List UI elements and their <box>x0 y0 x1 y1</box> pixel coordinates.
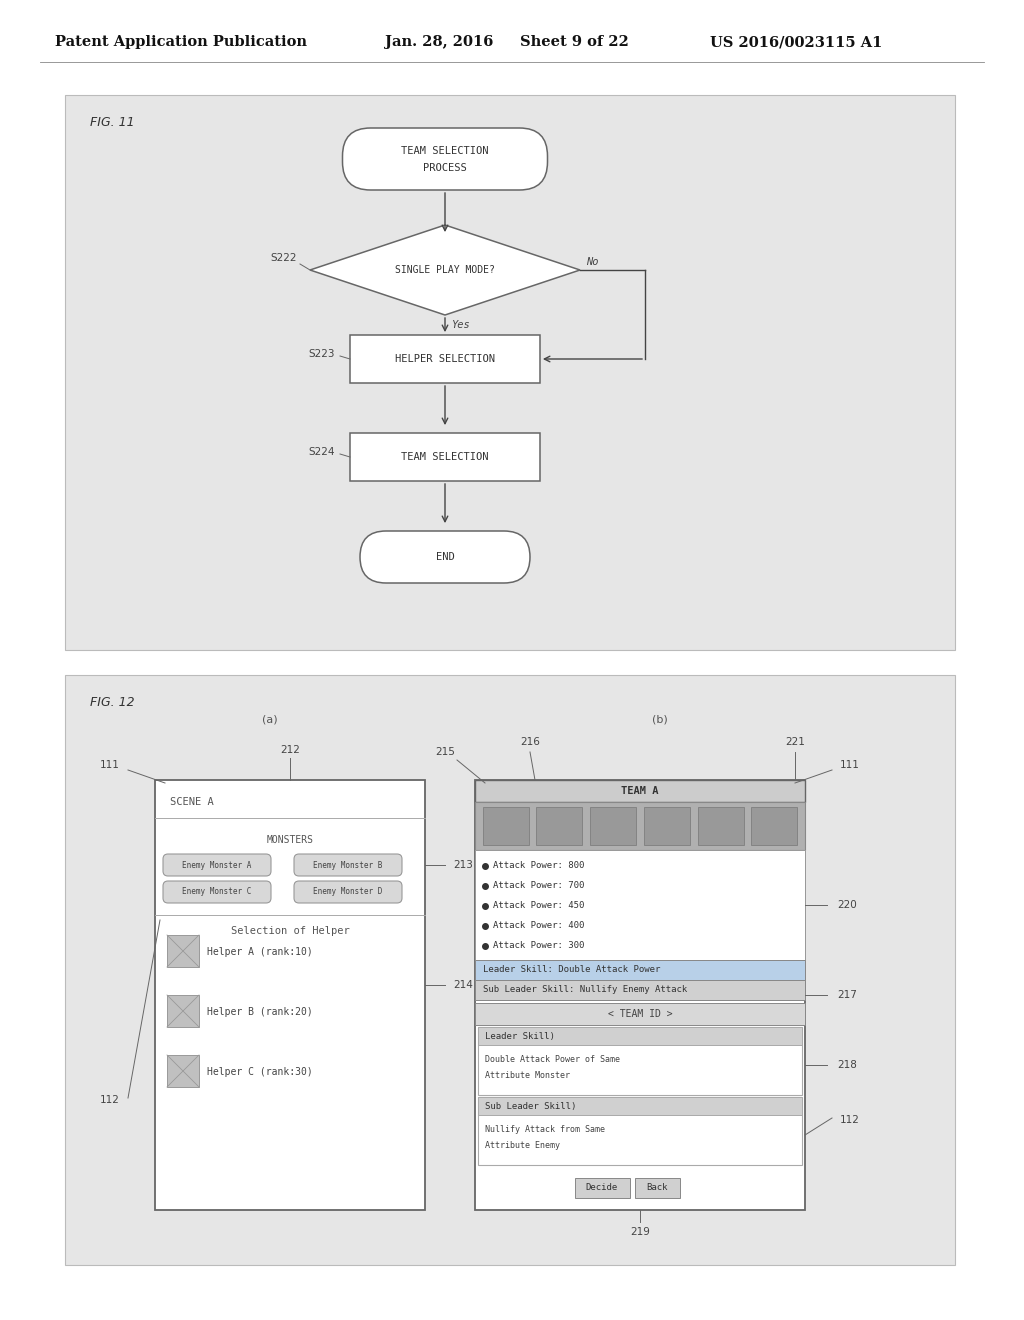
FancyBboxPatch shape <box>475 850 805 960</box>
Text: Leader Skill): Leader Skill) <box>485 1031 555 1040</box>
Text: Patent Application Publication: Patent Application Publication <box>55 36 307 49</box>
Text: Enemy Monster C: Enemy Monster C <box>182 887 252 896</box>
FancyBboxPatch shape <box>575 1177 630 1199</box>
FancyBboxPatch shape <box>475 1003 805 1026</box>
FancyBboxPatch shape <box>635 1177 680 1199</box>
FancyBboxPatch shape <box>360 531 530 583</box>
FancyBboxPatch shape <box>350 433 540 480</box>
FancyBboxPatch shape <box>752 807 798 845</box>
Text: Decide: Decide <box>586 1184 618 1192</box>
FancyBboxPatch shape <box>475 803 805 850</box>
Text: Back: Back <box>646 1184 668 1192</box>
Text: Attack Power: 700: Attack Power: 700 <box>493 882 585 891</box>
FancyBboxPatch shape <box>294 854 402 876</box>
Text: Enemy Monster A: Enemy Monster A <box>182 861 252 870</box>
Text: FIG. 11: FIG. 11 <box>90 116 134 129</box>
Text: 215: 215 <box>435 747 455 756</box>
FancyBboxPatch shape <box>475 979 805 1001</box>
Text: Attribute Enemy: Attribute Enemy <box>485 1140 560 1150</box>
Text: Yes: Yes <box>451 319 470 330</box>
Text: FIG. 12: FIG. 12 <box>90 697 134 710</box>
Text: 219: 219 <box>630 1228 650 1237</box>
Text: MONSTERS: MONSTERS <box>266 836 313 845</box>
Text: (a): (a) <box>262 715 278 725</box>
Text: (b): (b) <box>652 715 668 725</box>
Text: US 2016/0023115 A1: US 2016/0023115 A1 <box>710 36 883 49</box>
FancyBboxPatch shape <box>697 807 743 845</box>
Text: Selection of Helper: Selection of Helper <box>230 927 349 936</box>
Text: 112: 112 <box>100 1096 120 1105</box>
FancyBboxPatch shape <box>478 1097 802 1166</box>
FancyBboxPatch shape <box>475 960 805 979</box>
FancyBboxPatch shape <box>167 995 199 1027</box>
Text: Leader Skill: Double Attack Power: Leader Skill: Double Attack Power <box>483 965 660 974</box>
Text: 111: 111 <box>100 760 120 770</box>
Text: TEAM SELECTION: TEAM SELECTION <box>401 147 488 156</box>
Text: No: No <box>586 257 598 267</box>
Text: Jan. 28, 2016: Jan. 28, 2016 <box>385 36 494 49</box>
FancyBboxPatch shape <box>478 1027 802 1096</box>
Text: Helper A (rank:10): Helper A (rank:10) <box>207 946 312 957</box>
Text: 112: 112 <box>840 1115 860 1125</box>
Text: 217: 217 <box>837 990 857 1001</box>
FancyBboxPatch shape <box>478 1027 802 1045</box>
Text: 216: 216 <box>520 737 540 747</box>
Text: END: END <box>435 552 455 562</box>
Text: 221: 221 <box>785 737 805 747</box>
Text: Sub Leader Skill: Nullify Enemy Attack: Sub Leader Skill: Nullify Enemy Attack <box>483 986 687 994</box>
FancyBboxPatch shape <box>475 780 805 1210</box>
Text: Enemy Monster B: Enemy Monster B <box>313 861 383 870</box>
Text: Helper C (rank:30): Helper C (rank:30) <box>207 1067 312 1077</box>
Text: Sub Leader Skill): Sub Leader Skill) <box>485 1101 577 1110</box>
FancyBboxPatch shape <box>65 95 955 649</box>
FancyBboxPatch shape <box>163 880 271 903</box>
Text: Attack Power: 450: Attack Power: 450 <box>493 902 585 911</box>
Text: HELPER SELECTION: HELPER SELECTION <box>395 354 495 364</box>
FancyBboxPatch shape <box>482 807 528 845</box>
Text: PROCESS: PROCESS <box>423 162 467 173</box>
Text: Attribute Monster: Attribute Monster <box>485 1071 570 1080</box>
FancyBboxPatch shape <box>478 1097 802 1115</box>
Polygon shape <box>310 224 580 315</box>
Text: SINGLE PLAY MODE?: SINGLE PLAY MODE? <box>395 265 495 275</box>
Text: Attack Power: 400: Attack Power: 400 <box>493 921 585 931</box>
FancyBboxPatch shape <box>155 780 425 1210</box>
FancyBboxPatch shape <box>167 935 199 968</box>
Text: Enemy Monster D: Enemy Monster D <box>313 887 383 896</box>
Text: S222: S222 <box>270 253 297 263</box>
FancyBboxPatch shape <box>65 675 955 1265</box>
Text: < TEAM ID >: < TEAM ID > <box>607 1008 673 1019</box>
Text: SCENE A: SCENE A <box>170 797 214 807</box>
FancyBboxPatch shape <box>167 1055 199 1086</box>
Text: S224: S224 <box>308 447 335 457</box>
FancyBboxPatch shape <box>475 780 805 803</box>
Text: 218: 218 <box>837 1060 857 1071</box>
Text: 213: 213 <box>453 861 473 870</box>
Text: Attack Power: 300: Attack Power: 300 <box>493 941 585 950</box>
Text: 214: 214 <box>453 979 473 990</box>
FancyBboxPatch shape <box>163 854 271 876</box>
FancyBboxPatch shape <box>294 880 402 903</box>
FancyBboxPatch shape <box>342 128 548 190</box>
Text: 220: 220 <box>838 900 857 909</box>
Text: Nullify Attack from Same: Nullify Attack from Same <box>485 1125 605 1134</box>
Text: Helper B (rank:20): Helper B (rank:20) <box>207 1007 312 1016</box>
FancyBboxPatch shape <box>590 807 636 845</box>
Text: TEAM SELECTION: TEAM SELECTION <box>401 451 488 462</box>
Text: Sheet 9 of 22: Sheet 9 of 22 <box>520 36 629 49</box>
FancyBboxPatch shape <box>537 807 583 845</box>
FancyBboxPatch shape <box>350 335 540 383</box>
Text: TEAM A: TEAM A <box>622 785 658 796</box>
Text: Attack Power: 800: Attack Power: 800 <box>493 862 585 870</box>
Text: S223: S223 <box>308 348 335 359</box>
Text: 212: 212 <box>280 744 300 755</box>
FancyBboxPatch shape <box>644 807 690 845</box>
Text: Double Attack Power of Same: Double Attack Power of Same <box>485 1055 620 1064</box>
Text: 111: 111 <box>840 760 860 770</box>
